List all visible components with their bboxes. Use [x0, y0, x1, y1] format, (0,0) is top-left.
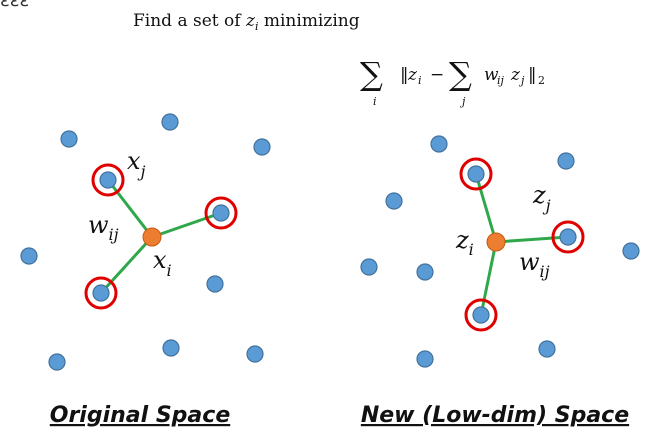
formula-w: w [484, 65, 499, 85]
data-point [246, 345, 264, 363]
label-zi: zi [455, 226, 474, 259]
edge-xi-to-neighbor-bottom [99, 235, 154, 295]
data-point [162, 339, 180, 357]
original-space-panel: xj wij xi Original Space [20, 113, 271, 428]
instruction-prefix: Find a set of [133, 11, 246, 31]
data-point [206, 275, 224, 293]
data-point [622, 242, 640, 260]
neighbor-point [92, 284, 110, 302]
edge-zi-to-neighbor-bottom [479, 240, 498, 317]
neighbor-ring [84, 276, 118, 310]
data-point [430, 135, 448, 153]
data-point [253, 138, 271, 156]
neighbor-point-zj [559, 228, 577, 246]
formula-norm-sub: 2 [538, 74, 545, 87]
formula-norm-close: ‖ [528, 65, 537, 85]
formula-minus: − [430, 65, 444, 85]
data-point [416, 263, 434, 281]
original-space-title: Original Space [50, 403, 231, 428]
inner-sum-symbol: ∑ [449, 55, 472, 93]
formula-z: z [407, 65, 418, 85]
edge-zi-to-neighbor-top [474, 172, 498, 244]
label-wij-right: wij [519, 248, 550, 281]
neighbor-ring [464, 298, 498, 332]
low-dim-space-title: New (Low-dim) Space [361, 403, 629, 428]
instruction-suffix: minimizing [258, 11, 359, 31]
label-xj: xj [127, 147, 146, 181]
center-point-zi [486, 232, 506, 252]
center-point-xi [142, 227, 162, 247]
low-dim-space-panel: zj zi wij New (Low-dim) Space [360, 135, 640, 428]
data-point [416, 350, 434, 368]
instruction-sub: i [255, 20, 259, 33]
neighbor-point [467, 165, 485, 183]
neighbor-ring [204, 196, 238, 230]
data-point [538, 340, 556, 358]
data-point [385, 192, 403, 210]
neighbor-point-xj [99, 171, 117, 189]
formula-w-sub: ij [497, 74, 505, 87]
instruction-text: Find a set of zi minimizing [133, 11, 360, 33]
label-xi: xi [153, 246, 172, 280]
label-zj: zj [532, 181, 551, 215]
formula-z-sub: i [418, 74, 422, 87]
edge-xi-to-neighbor-right [150, 211, 223, 239]
edge-zi-to-zj [494, 235, 570, 244]
neighbor-point [472, 306, 490, 324]
edge-xi-to-xj [106, 178, 154, 239]
data-point [161, 113, 179, 131]
outer-sum-symbol: ∑ [360, 55, 383, 93]
data-point [60, 130, 78, 148]
data-point [557, 152, 575, 170]
data-point [20, 247, 38, 265]
data-point [360, 258, 378, 276]
corner-mark: ɛɛɛ [0, 0, 29, 11]
instruction-var: z [245, 11, 256, 31]
neighbor-point [212, 204, 230, 222]
inner-sum-index: j [459, 95, 466, 108]
objective-formula: ∑ i ‖ z i − ∑ j w ij z j ‖ 2 [360, 55, 545, 108]
formula-z2: z [510, 65, 521, 85]
formula-z2-sub: j [518, 74, 525, 87]
neighbor-ring [91, 163, 125, 197]
neighbor-ring [551, 220, 585, 254]
label-wij-left: wij [88, 211, 119, 244]
outer-sum-index: i [373, 95, 377, 108]
formula-norm-open: ‖ [400, 65, 409, 85]
data-point [48, 353, 66, 371]
neighbor-ring [459, 157, 493, 191]
